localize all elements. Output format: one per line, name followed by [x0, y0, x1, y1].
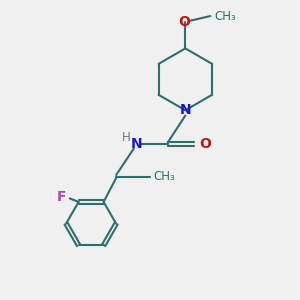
Text: H: H [122, 131, 131, 144]
Text: N: N [131, 137, 142, 151]
Text: CH₃: CH₃ [214, 10, 236, 22]
Text: O: O [200, 137, 211, 151]
Text: N: N [179, 103, 191, 117]
Text: F: F [57, 190, 66, 204]
Text: O: O [178, 15, 190, 29]
Text: CH₃: CH₃ [154, 170, 175, 183]
